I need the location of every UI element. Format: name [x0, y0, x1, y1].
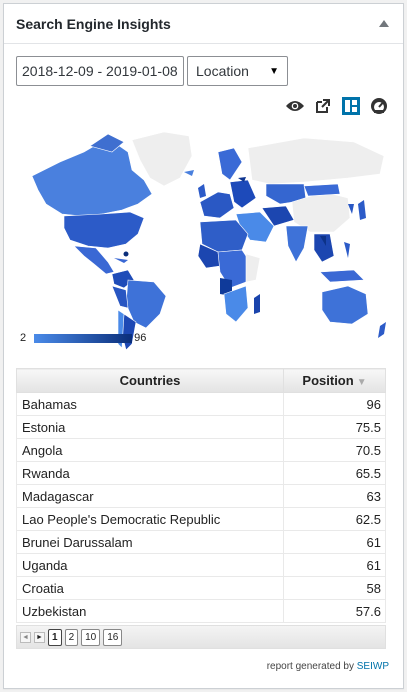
eye-icon[interactable] — [285, 96, 305, 116]
position-cell: 61 — [283, 530, 386, 554]
triangle-up-icon — [379, 20, 389, 27]
footer-text: report generated by — [266, 661, 354, 672]
map-region-southeast-asia — [313, 233, 335, 263]
layout-icon[interactable] — [341, 96, 361, 116]
countries-table: Countries Position ▼ Bahamas 96 Estonia 75.… — [16, 368, 386, 623]
table-header-row: Countries Position ▼ — [16, 368, 386, 393]
position-cell: 62.5 — [283, 507, 386, 531]
countries-column-header[interactable]: Countries — [16, 368, 284, 393]
table-row[interactable]: Estonia 75.5 — [16, 415, 386, 439]
map-region-indonesia — [319, 269, 365, 283]
position-cell: 75.5 — [283, 415, 386, 439]
map-region-iceland — [184, 170, 194, 176]
table-row[interactable]: Angola 70.5 — [16, 438, 386, 462]
map-region-philippines — [344, 242, 350, 258]
position-cell: 65.5 — [283, 461, 386, 485]
map-region-angola — [220, 278, 232, 296]
page-button-1[interactable]: 1 — [48, 628, 62, 646]
map-region-east-africa — [245, 253, 261, 283]
map-region-india — [285, 225, 309, 263]
table-row[interactable]: Uganda 61 — [16, 553, 386, 577]
dimension-select[interactable]: Location ▼ — [187, 56, 288, 86]
date-range-input[interactable] — [16, 56, 184, 86]
legend-min: 2 — [20, 332, 27, 344]
map-region-mongolia — [303, 183, 341, 197]
pagination: ◄ ► 1 2 10 16 — [16, 625, 386, 649]
map-region-cuba — [114, 258, 128, 263]
map-region-australia — [321, 285, 369, 325]
map-legend: 2 96 — [20, 331, 146, 345]
table-row[interactable]: Lao People's Democratic Republic 62.5 — [16, 507, 386, 531]
country-cell: Brunei Darussalam — [16, 530, 284, 554]
seiwp-link[interactable]: SEIWP — [356, 661, 389, 672]
position-cell: 61 — [283, 553, 386, 577]
position-cell: 63 — [283, 484, 386, 508]
table-row[interactable]: Uzbekistan 57.6 — [16, 599, 386, 623]
map-region-peru — [111, 285, 129, 309]
map-region-west-africa — [197, 243, 221, 269]
page-button-10[interactable]: 10 — [81, 628, 101, 646]
filter-controls: Location ▼ — [16, 56, 288, 86]
map-region-canada-north — [89, 133, 125, 153]
table-row[interactable]: Brunei Darussalam 61 — [16, 530, 386, 554]
dashboard-gauge-icon[interactable] — [369, 96, 389, 116]
legend-max: 96 — [134, 332, 147, 344]
map-region-uk — [198, 184, 206, 198]
position-cell: 58 — [283, 576, 386, 600]
world-map-svg[interactable] — [4, 122, 405, 352]
search-engine-insights-widget: Search Engine Insights Location ▼ — [3, 3, 404, 689]
world-map[interactable] — [4, 122, 405, 352]
table-row[interactable]: Rwanda 65.5 — [16, 461, 386, 485]
next-page-icon[interactable]: ► — [34, 631, 45, 643]
map-region-lao — [320, 236, 326, 246]
country-cell: Estonia — [16, 415, 284, 439]
position-cell: 57.6 — [283, 599, 386, 623]
country-cell: Lao People's Democratic Republic — [16, 507, 284, 531]
map-region-estonia — [238, 177, 246, 182]
map-region-western-europe — [199, 191, 235, 219]
page-button-2[interactable]: 2 — [64, 628, 79, 646]
chevron-down-icon: ▼ — [269, 65, 279, 77]
collapse-toggle[interactable] — [377, 17, 391, 31]
map-region-greenland — [131, 131, 193, 187]
table-row[interactable]: Croatia 58 — [16, 576, 386, 600]
dimension-select-value: Location — [196, 63, 249, 79]
legend-gradient-bar — [34, 333, 133, 343]
country-cell: Croatia — [16, 576, 284, 600]
widget-header: Search Engine Insights — [4, 4, 403, 44]
position-column-header[interactable]: Position ▼ — [283, 368, 386, 393]
country-cell: Madagascar — [16, 484, 284, 508]
position-cell: 96 — [283, 392, 386, 416]
prev-page-icon[interactable]: ◄ — [20, 631, 31, 643]
table-row[interactable]: Bahamas 96 — [16, 392, 386, 416]
map-region-korea — [348, 204, 354, 214]
map-region-southern-africa — [223, 285, 249, 323]
sort-desc-icon: ▼ — [356, 377, 367, 388]
map-region-scandinavia — [217, 147, 243, 181]
toolbar-icons — [285, 96, 389, 116]
page-button-16[interactable]: 16 — [103, 628, 123, 646]
map-region-canada — [31, 137, 153, 217]
external-link-icon[interactable] — [313, 96, 333, 116]
country-cell: Uzbekistan — [16, 599, 284, 623]
widget-title: Search Engine Insights — [16, 15, 171, 32]
country-cell: Angola — [16, 438, 284, 462]
country-cell: Uganda — [16, 553, 284, 577]
position-cell: 70.5 — [283, 438, 386, 462]
map-region-japan — [358, 200, 366, 220]
map-region-usa — [63, 211, 145, 249]
map-region-mexico — [73, 245, 115, 275]
report-footer: report generated by SEIWP — [267, 661, 389, 672]
map-region-madagascar — [254, 294, 260, 314]
country-cell: Bahamas — [16, 392, 284, 416]
map-region-eastern-europe — [229, 179, 257, 209]
table-row[interactable]: Madagascar 63 — [16, 484, 386, 508]
country-cell: Rwanda — [16, 461, 284, 485]
map-region-new-zealand — [378, 322, 386, 338]
map-region-bahamas — [123, 251, 129, 257]
map-region-russia — [247, 137, 385, 185]
